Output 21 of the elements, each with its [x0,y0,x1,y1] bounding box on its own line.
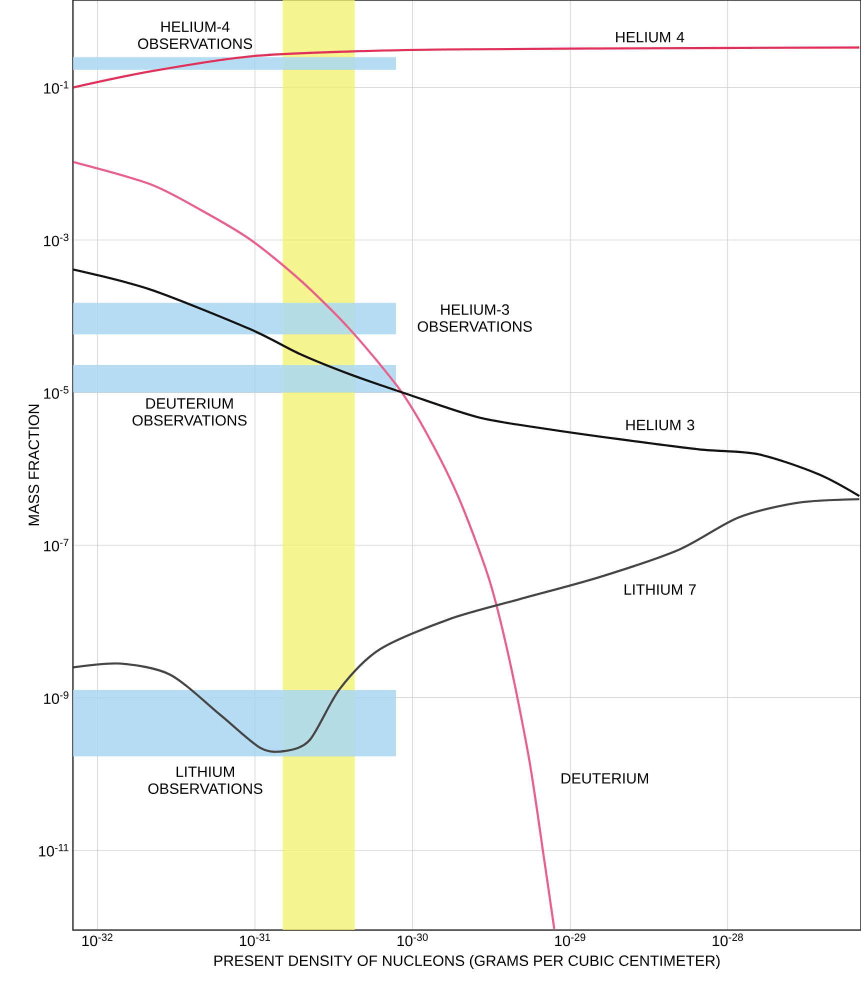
annotation: DEUTERIUM [562,773,648,784]
y-tick-label: 10$^{-5}$ [44,386,68,399]
annotation: LITHIUM OBSERVATIONS [148,766,262,794]
annotation: HELIUM 4 [616,32,684,42]
y-axis-title: MASS FRACTION [28,404,40,526]
y-tick-label: 10$^{-9}$ [44,691,68,704]
annotation: HELIUM-4 OBSERVATIONS [138,22,252,50]
y-tick-label: 10$^{-3}$ [44,234,68,246]
y-tick-label: 10$^{-11}$ [39,844,68,857]
annotation: DEUTERIUM OBSERVATIONS [132,398,247,426]
annotation: HELIUM-3 OBSERVATIONS [418,304,532,332]
y-tick-label: 10$^{-1}$ [44,81,68,94]
x-tick-label: 10$^{-32}$ [82,934,112,946]
x-tick-label: 10$^{-28}$ [712,934,743,946]
x-tick-label: 10$^{-30}$ [398,934,428,946]
annotation: HELIUM 3 [626,420,694,430]
y-tick-label: 10$^{-7}$ [44,538,68,552]
x-tick-label: 10$^{-29}$ [555,934,586,946]
x-axis-title: PRESENT DENSITY OF NUCLEONS (GRAMS PER CUBIC CENTIMETER) [214,955,720,969]
annotation: LITHIUM 7 [624,584,696,595]
x-tick-label: 10$^{-31}$ [240,934,270,946]
